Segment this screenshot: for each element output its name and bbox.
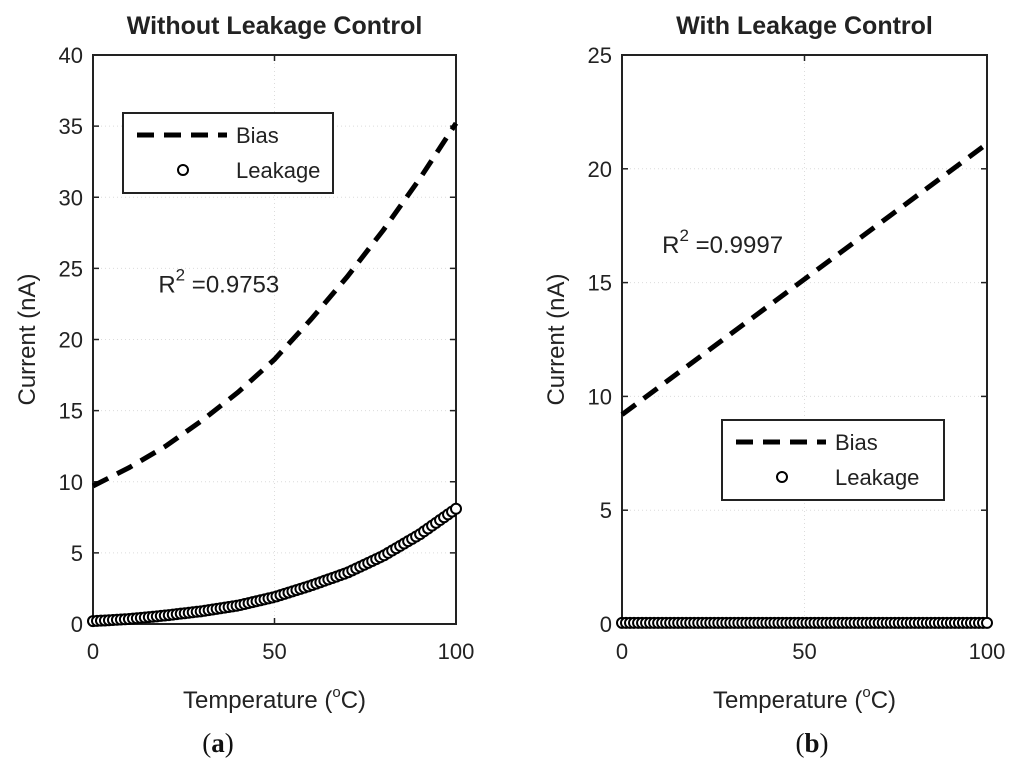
r-squared-annotation: R2 =0.9753 <box>158 266 279 299</box>
caption-letter: b <box>804 728 819 758</box>
series-line-bias <box>91 121 459 489</box>
data-point-leakage <box>981 616 993 629</box>
r-squared-superscript: 2 <box>176 266 185 285</box>
y-tick-label: 40 <box>59 43 83 68</box>
r-squared-superscript: 2 <box>679 226 688 245</box>
legend-swatch-leakage <box>177 164 189 176</box>
y-tick-label: 20 <box>59 328 83 353</box>
x-axis-label: Temperature (oC) <box>713 684 896 714</box>
r-squared-symbol: R <box>158 272 175 299</box>
x-tick-label: 0 <box>87 639 99 664</box>
x-axis-label-superscript: o <box>332 684 340 701</box>
chart-a: 0 50 100 0 5 10 15 20 25 30 35 40 Without Leakage Co… <box>14 12 474 758</box>
y-tick-label: 35 <box>59 114 83 139</box>
caption-open-paren: ( <box>202 728 211 758</box>
series-leakage-markers <box>87 502 462 628</box>
y-tick-label: 15 <box>59 399 83 424</box>
x-axis-label-superscript: o <box>862 684 870 701</box>
y-tick-label: 5 <box>600 498 612 523</box>
r-squared-value: =0.9753 <box>185 272 279 299</box>
legend-box <box>122 112 334 194</box>
y-axis-label: Current (nA) <box>14 273 41 405</box>
chart-title: With Leakage Control <box>676 12 933 40</box>
series-line-bias <box>620 141 989 417</box>
legend-label-bias: Bias <box>236 123 279 148</box>
r-squared-value: =0.9997 <box>689 232 783 259</box>
series-leakage-markers <box>616 616 993 629</box>
y-tick-label: 25 <box>59 256 83 281</box>
x-axis-label-text: Temperature ( <box>713 687 862 714</box>
legend-label-leakage: Leakage <box>835 465 919 490</box>
x-tick-label: 0 <box>616 639 628 664</box>
y-tick-label: 5 <box>71 541 83 566</box>
y-tick-label: 10 <box>59 470 83 495</box>
chart-title: Without Leakage Control <box>127 12 423 40</box>
r-squared-symbol: R <box>662 232 679 259</box>
caption-close-paren: ) <box>225 728 234 758</box>
caption-open-paren: ( <box>795 728 804 758</box>
legend-label-leakage: Leakage <box>236 158 320 183</box>
y-tick-label: 20 <box>588 157 612 182</box>
y-tick-label: 15 <box>588 271 612 296</box>
legend-label-bias: Bias <box>835 430 878 455</box>
x-axis-label-unit: C) <box>341 687 366 714</box>
y-tick-label: 30 <box>59 185 83 210</box>
y-tick-label: 0 <box>71 612 83 637</box>
x-axis-label-text: Temperature ( <box>183 687 332 714</box>
caption-letter: a <box>211 728 225 758</box>
x-axis-label: Temperature (oC) <box>183 684 366 714</box>
panel-caption: (a) <box>202 728 234 758</box>
y-tick-label: 0 <box>600 612 612 637</box>
panel-caption: (b) <box>795 728 828 758</box>
x-tick-label: 50 <box>792 639 816 664</box>
legend-swatch-leakage <box>776 471 788 483</box>
legend-box <box>721 419 945 501</box>
y-tick-label: 25 <box>588 43 612 68</box>
y-tick-label: 10 <box>588 384 612 409</box>
chart-b: 0 50 100 0 5 10 15 20 25 With Leakage Control Temp… <box>543 12 1005 758</box>
caption-close-paren: ) <box>820 728 829 758</box>
r-squared-annotation: R2 =0.9997 <box>662 226 783 259</box>
x-tick-label: 100 <box>438 639 475 664</box>
data-point-leakage <box>450 502 462 515</box>
x-tick-label: 100 <box>969 639 1006 664</box>
x-tick-label: 50 <box>262 639 286 664</box>
legend: Bias Leakage <box>721 419 945 501</box>
x-axis-label-unit: C) <box>871 687 896 714</box>
y-axis-label: Current (nA) <box>543 273 570 405</box>
legend: Bias Leakage <box>122 112 334 194</box>
